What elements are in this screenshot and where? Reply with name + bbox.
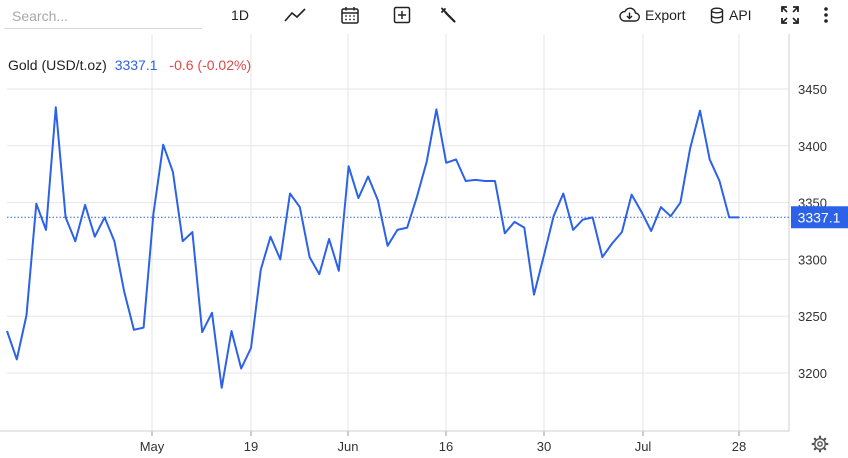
date-range-button[interactable] — [339, 4, 361, 26]
x-tick-label: Jun — [338, 439, 359, 454]
last-price-label-bg — [791, 206, 848, 229]
chart-settings-button[interactable] — [811, 435, 829, 453]
settings-gear-icon — [811, 435, 829, 453]
quote-header: Gold (USD/t.oz) 3337.1 -0.6 (-0.02%) — [8, 57, 251, 73]
y-tick-label: 3450 — [798, 82, 827, 97]
export-button[interactable]: Export — [619, 4, 691, 26]
cloud-download-icon — [619, 7, 640, 22]
last-price-label: 3337.1 — [798, 209, 841, 225]
add-indicator-icon — [393, 6, 411, 24]
y-tick-label: 3400 — [798, 139, 827, 154]
add-indicator-button[interactable] — [392, 4, 412, 26]
settings-tools-button[interactable] — [438, 4, 458, 26]
x-tick-label: 28 — [732, 439, 746, 454]
x-tick-label: 16 — [439, 439, 453, 454]
fullscreen-button[interactable] — [779, 4, 801, 26]
y-tick-label: 3300 — [798, 252, 827, 267]
more-vertical-icon — [824, 7, 828, 23]
chart-type-icon — [284, 8, 306, 22]
search-input[interactable] — [4, 3, 202, 29]
y-tick-label: 3200 — [798, 366, 827, 381]
export-label: Export — [645, 7, 686, 23]
chart-type-button[interactable] — [283, 4, 307, 26]
fullscreen-icon — [781, 6, 799, 24]
x-tick-label: May — [140, 439, 165, 454]
api-button[interactable]: API — [710, 4, 756, 26]
interval-button[interactable]: 1D — [228, 4, 252, 26]
x-tick-label: 30 — [537, 439, 551, 454]
wrench-icon — [441, 7, 456, 23]
instrument-name: Gold (USD/t.oz) — [8, 57, 107, 73]
database-icon — [710, 7, 724, 23]
chart-toolbar: 1D Exp — [0, 0, 848, 34]
price-series-line — [6, 106, 739, 389]
price-change: -0.6 (-0.02%) — [169, 57, 252, 73]
calendar-icon — [341, 7, 359, 24]
api-label: API — [729, 7, 752, 23]
last-price: 3337.1 — [114, 57, 158, 73]
x-tick-label: 19 — [244, 439, 258, 454]
interval-label: 1D — [231, 7, 249, 23]
y-tick-label: 3250 — [798, 309, 827, 324]
more-options-button[interactable] — [818, 4, 834, 26]
x-tick-label: Jul — [635, 439, 652, 454]
